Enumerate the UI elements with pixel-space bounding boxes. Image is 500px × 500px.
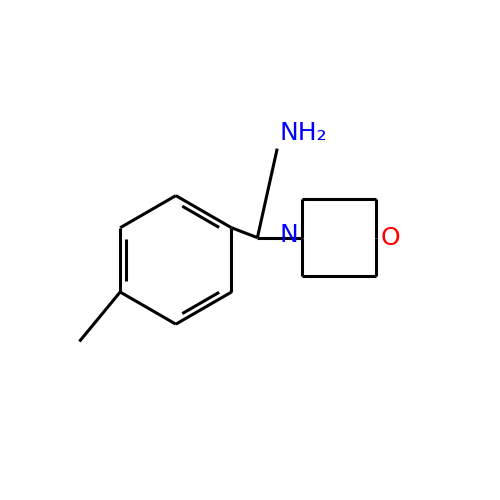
Text: O: O xyxy=(381,226,400,250)
Text: N: N xyxy=(279,223,298,247)
Text: NH₂: NH₂ xyxy=(280,120,328,144)
